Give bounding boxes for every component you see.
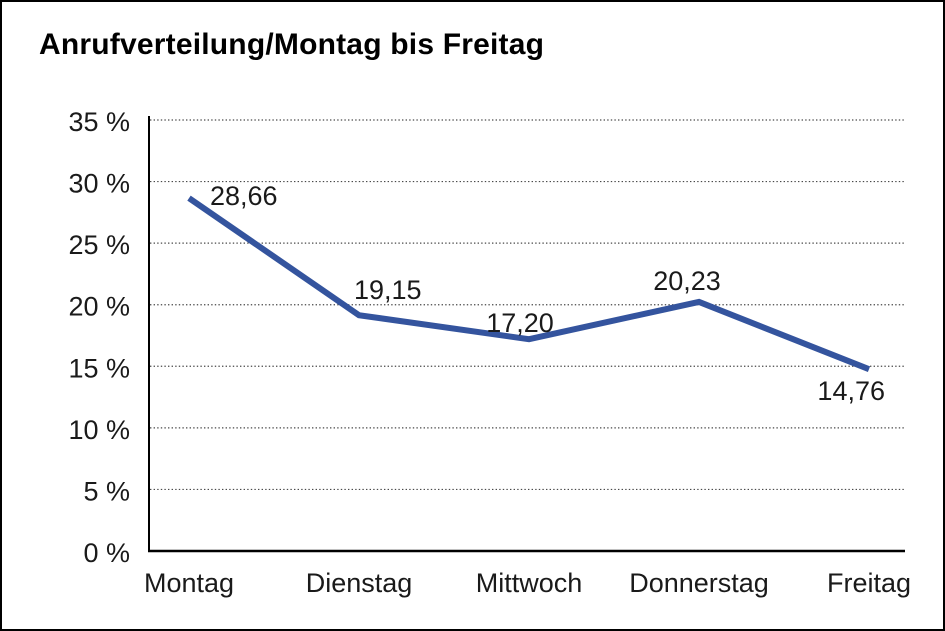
x-category-label: Donnerstag xyxy=(629,568,769,598)
y-tick-label: 35 % xyxy=(68,107,130,137)
data-point-label: 17,20 xyxy=(486,308,554,338)
x-category-label: Montag xyxy=(144,568,234,598)
data-point-label: 19,15 xyxy=(354,275,422,305)
y-tick-label: 20 % xyxy=(68,292,130,322)
x-category-label: Dienstag xyxy=(306,568,413,598)
y-tick-label: 10 % xyxy=(68,415,130,445)
data-point-label: 28,66 xyxy=(210,181,278,211)
y-tick-label: 25 % xyxy=(68,230,130,260)
y-tick-label: 5 % xyxy=(83,476,130,506)
y-tick-label: 15 % xyxy=(68,353,130,383)
data-point-label: 14,76 xyxy=(817,376,885,406)
y-tick-label: 0 % xyxy=(83,538,130,568)
x-category-label: Freitag xyxy=(827,568,911,598)
x-category-label: Mittwoch xyxy=(476,568,583,598)
data-series-line xyxy=(187,195,871,372)
chart-title: Anrufverteilung/Montag bis Freitag xyxy=(39,28,545,61)
data-point-label: 20,23 xyxy=(653,266,721,296)
y-tick-label: 30 % xyxy=(68,169,130,199)
